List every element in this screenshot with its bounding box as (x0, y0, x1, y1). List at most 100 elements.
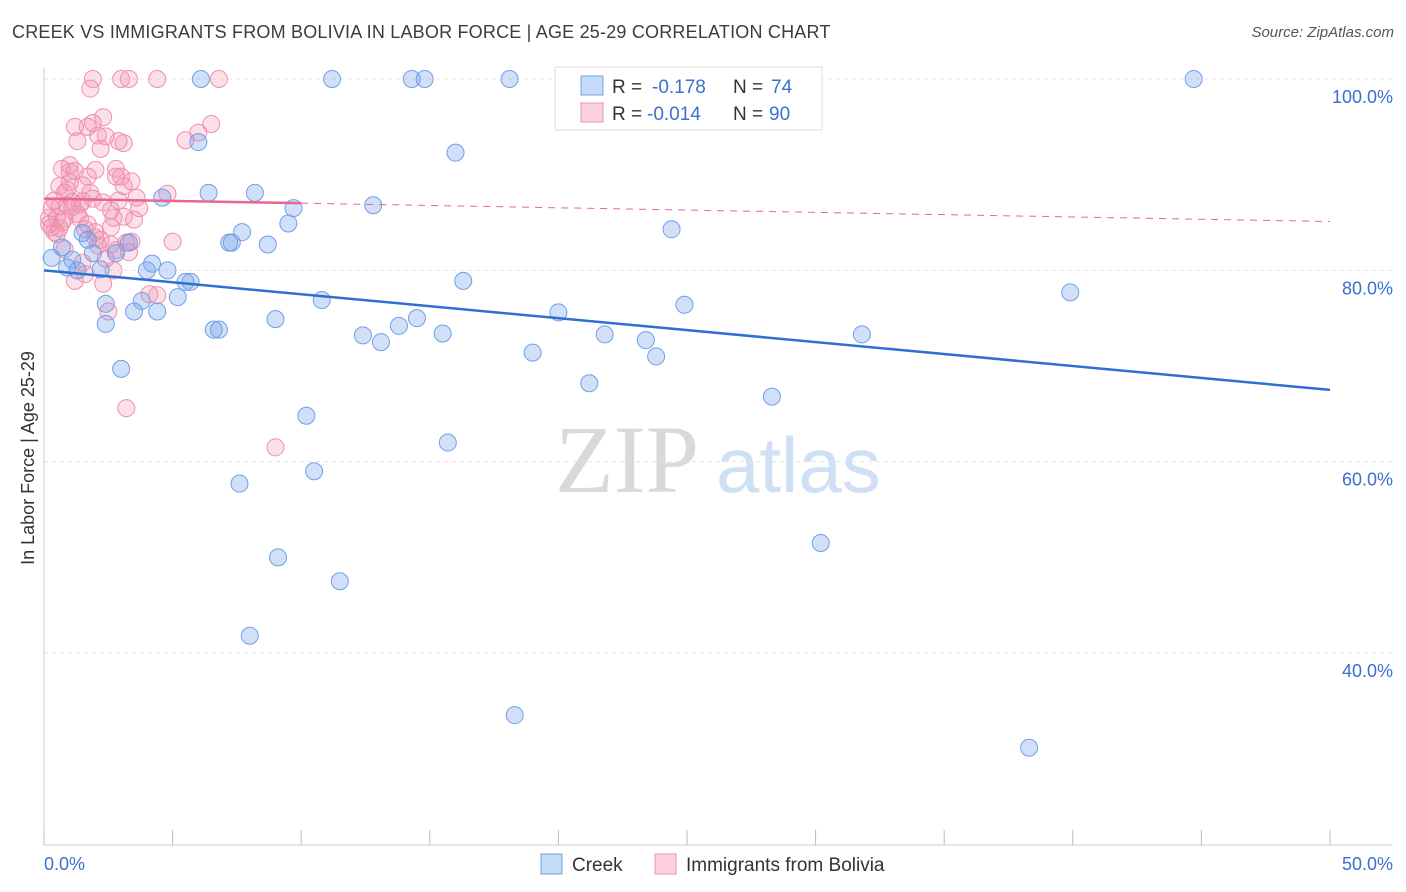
x-tick-label-max: 50.0% (1342, 854, 1393, 874)
bolivia-point-37 (89, 126, 108, 145)
gridlines (44, 78, 1392, 654)
bolivia-point-58 (117, 399, 136, 418)
creek-point-54 (446, 143, 465, 162)
legend-creek-r-label: R = (612, 77, 642, 98)
watermark-zip: ZIP (555, 406, 699, 513)
bolivia-point-77 (73, 192, 92, 211)
creek-point-68 (852, 325, 871, 344)
bolivia-point-71 (202, 114, 221, 133)
y-tick-labels: 100.0% 80.0% 60.0% 40.0% (1332, 87, 1393, 681)
bolivia-point-65 (148, 286, 167, 305)
creek-point-45 (353, 326, 372, 345)
legend-bolivia-n-value: 90 (769, 104, 790, 125)
trend-lines (43, 197, 1331, 392)
bolivia-point-55 (114, 134, 133, 153)
creek-point-38 (279, 214, 298, 233)
bottom-legend-creek-swatch (540, 853, 563, 875)
creek-point-7 (83, 244, 102, 263)
creek-point-35 (258, 235, 277, 254)
bolivia-point-33 (83, 70, 102, 88)
creek-point-40 (297, 406, 316, 425)
creek-point-65 (675, 295, 694, 314)
creek-point-4 (68, 261, 87, 280)
creek-point-67 (811, 533, 830, 552)
bolivia-point-42 (94, 108, 113, 127)
creek-point-3 (63, 250, 82, 269)
axes (43, 68, 1392, 846)
legend-creek-n-value: 74 (771, 77, 793, 98)
bolivia-point-72 (209, 70, 228, 88)
watermark-atlas: atlas (716, 421, 881, 509)
bolivia-point-68 (163, 232, 182, 251)
creek-point-18 (148, 302, 167, 321)
creek-point-23 (181, 272, 200, 291)
legend-creek-r-value: -0.178 (652, 77, 706, 98)
creek-point-60 (580, 374, 599, 393)
creek-point-37 (269, 548, 288, 567)
x-tick-label-min: 0.0% (44, 854, 85, 874)
bolivia-point-73 (266, 438, 285, 457)
bolivia-point-64 (140, 285, 159, 304)
x-axis-ticks (43, 830, 1331, 845)
y-tick-label-100: 100.0% (1332, 87, 1393, 107)
creek-point-36 (266, 310, 285, 329)
bolivia-point-59 (119, 70, 138, 88)
bolivia-point-80 (55, 240, 74, 259)
creek-point-47 (371, 333, 390, 352)
bottom-legend-bolivia-swatch (654, 853, 677, 875)
bolivia-point-78 (60, 156, 79, 175)
bolivia-point-89 (40, 215, 59, 234)
y-tick-label-40: 40.0% (1342, 661, 1393, 681)
creek-point-57 (505, 706, 524, 725)
creek-point-51 (415, 70, 434, 88)
bolivia-point-63 (130, 199, 149, 218)
creek-point-9 (96, 294, 115, 313)
chart-title: CREEK VS IMMIGRANTS FROM BOLIVIA IN LABO… (12, 22, 831, 42)
creek-point-41 (305, 462, 324, 481)
bolivia-point-88 (122, 172, 141, 191)
bolivia-point-22 (68, 132, 87, 151)
bolivia-point-79 (50, 219, 69, 238)
y-tick-label-60: 60.0% (1342, 470, 1393, 490)
bolivia-point-66 (148, 70, 167, 88)
bolivia-point-19 (65, 117, 84, 136)
legend-bolivia-r-value: -0.014 (647, 104, 701, 125)
creek-point-15 (132, 291, 151, 310)
creek-point-13 (119, 233, 138, 252)
creek-point-50 (407, 309, 426, 328)
bolivia-point-49 (104, 261, 123, 280)
creek-point-49 (402, 70, 421, 88)
creek-point-34 (245, 183, 264, 202)
legend-bolivia-swatch (580, 102, 604, 123)
creek-point-66 (762, 387, 781, 406)
creek-point-12 (112, 359, 131, 378)
creek-point-55 (454, 271, 473, 290)
creek-point-61 (595, 325, 614, 344)
creek-point-8 (91, 260, 110, 279)
bolivia-point-85 (101, 218, 120, 237)
creek-point-33 (240, 626, 259, 645)
creek-point-21 (168, 288, 187, 307)
bolivia-point-30 (78, 215, 97, 234)
bottom-legend-bolivia-label: Immigrants from Bolivia (686, 855, 885, 876)
creek-point-32 (233, 223, 252, 242)
creek-point-71 (1184, 70, 1203, 88)
bolivia-point-41 (94, 193, 113, 212)
creek-point-6 (78, 230, 97, 249)
creek-point-25 (191, 70, 210, 88)
creek-point-64 (662, 220, 681, 239)
x-tick-labels: 0.0% 50.0% (44, 854, 1393, 874)
creek-point-1 (53, 238, 72, 257)
creek-point-20 (158, 261, 177, 280)
bolivia-trend-line-dashed (301, 202, 1331, 223)
legend-bolivia-r-label: R = (612, 104, 642, 125)
legend-creek-n-label: N = (733, 77, 763, 98)
creek-point-42 (312, 290, 331, 309)
creek-point-43 (323, 70, 342, 88)
creek-point-62 (636, 331, 655, 350)
creek-point-52 (433, 324, 452, 343)
creek-trend-line (43, 269, 1331, 392)
bolivia-point-62 (127, 188, 146, 207)
creek-point-44 (330, 572, 349, 591)
series-creek-points (42, 70, 1203, 757)
